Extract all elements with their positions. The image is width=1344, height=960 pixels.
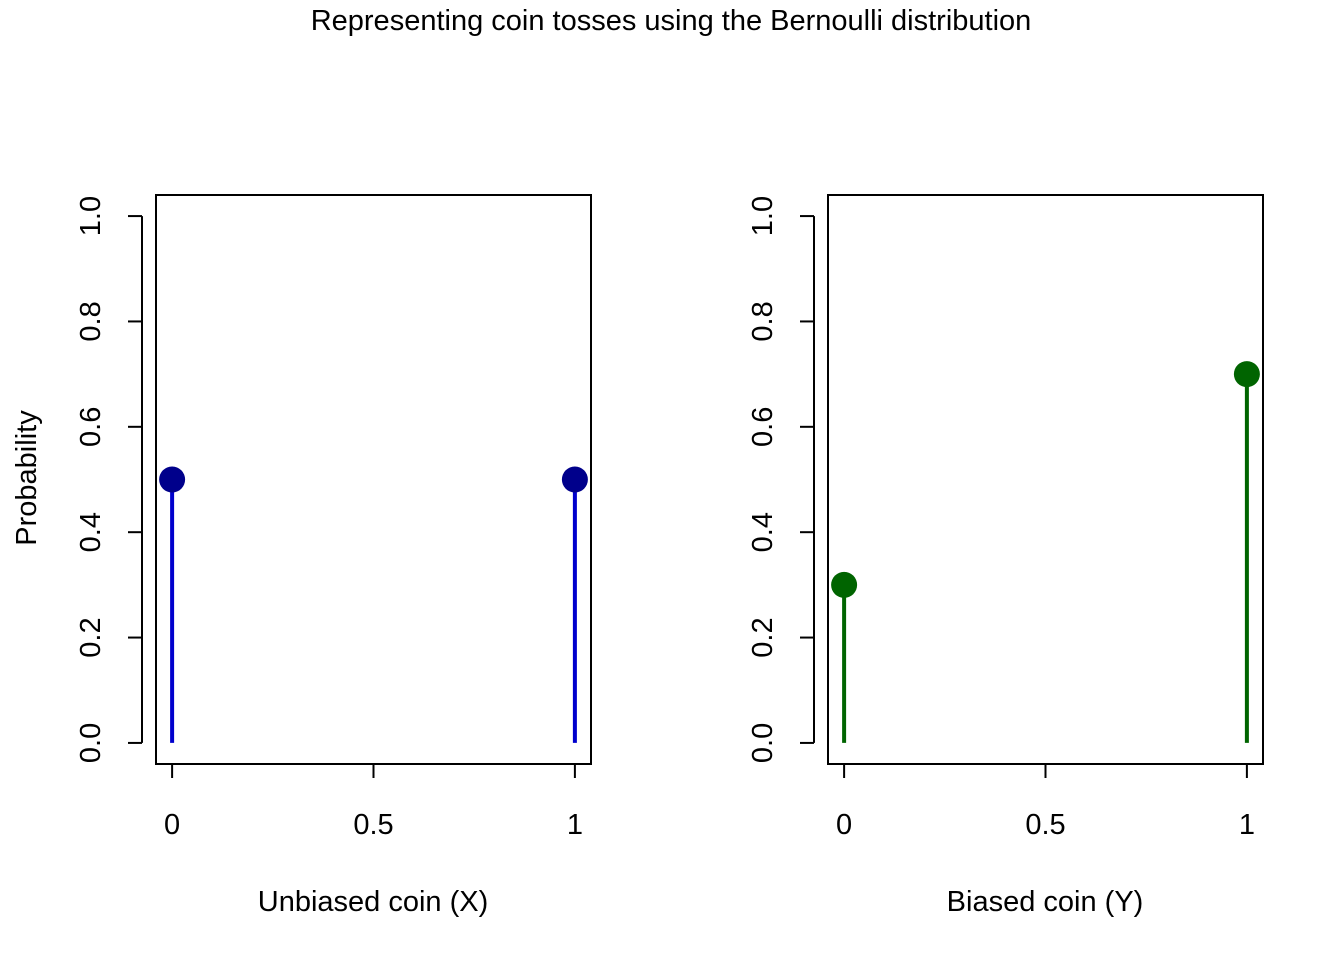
- x-axis: 0 0.5 1: [836, 763, 1255, 841]
- y-tick-label: 0.4: [75, 512, 107, 552]
- y-tick-label: 1.0: [747, 196, 779, 236]
- panel-unbiased: 0.00.20.40.60.81.0 0 0.5 1 Unbiased coin (…: [75, 194, 592, 918]
- panel-biased: 0.00.20.40.60.81.0 0 0.5 1 Biased coin (Y): [747, 194, 1264, 918]
- x-tick-label: 0.5: [1025, 809, 1065, 841]
- x-axis-label: Biased coin (Y): [947, 886, 1144, 918]
- stems: [159, 466, 588, 743]
- y-tick-label: 0.0: [75, 723, 107, 763]
- y-axis: 0.0 0.2 0.4 0.6 0.8 1.0: [75, 196, 143, 763]
- y-tick-label: 0.4: [747, 512, 779, 552]
- y-tick-label: 0.6: [747, 407, 779, 447]
- x-axis-label: Unbiased coin (X): [258, 886, 489, 918]
- x-tick-label: 1: [567, 809, 583, 841]
- x-tick-label: 0.5: [353, 809, 393, 841]
- y-tick-label: 0.8: [747, 301, 779, 341]
- stems: [831, 361, 1260, 743]
- x-tick-label: 0: [836, 809, 852, 841]
- y-axis-label: Probability: [11, 410, 43, 546]
- stem-point: [831, 571, 858, 598]
- chart-title: Representing coin tosses using the Berno…: [311, 5, 1032, 37]
- y-tick-label: 0.6: [75, 407, 107, 447]
- stem-point: [159, 466, 186, 493]
- stem-point: [561, 466, 588, 493]
- x-tick-label: 1: [1239, 809, 1255, 841]
- plot-frame: [155, 194, 592, 765]
- y-tick-label: 0.2: [747, 617, 779, 657]
- x-axis: 0 0.5 1: [164, 763, 583, 841]
- y-tick-label: 0.0: [747, 723, 779, 763]
- plot-frame: [827, 194, 1264, 765]
- y-axis: 0.0 0.2 0.4 0.6 0.8 1.0: [747, 196, 815, 763]
- stem-point: [1233, 361, 1260, 388]
- y-tick-label: 0.2: [75, 617, 107, 657]
- x-tick-label: 0: [164, 809, 180, 841]
- y-tick-label: 1.0: [75, 196, 107, 236]
- y-tick-label: 0.8: [75, 301, 107, 341]
